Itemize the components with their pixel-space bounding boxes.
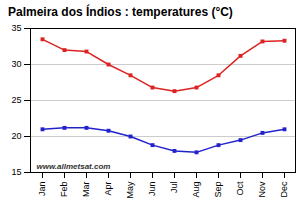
- svg-text:Nov: Nov: [257, 181, 267, 198]
- svg-text:Oct: Oct: [235, 181, 245, 196]
- svg-text:Sep: Sep: [213, 182, 223, 198]
- svg-text:15: 15: [11, 167, 21, 177]
- svg-text:Apr: Apr: [103, 182, 113, 196]
- svg-text:May: May: [125, 181, 135, 199]
- svg-text:Jan: Jan: [37, 182, 47, 197]
- svg-text:25: 25: [11, 95, 21, 105]
- svg-text:35: 35: [11, 23, 21, 33]
- svg-text:Dec: Dec: [279, 181, 289, 198]
- svg-text:Mar: Mar: [81, 181, 91, 197]
- svg-text:Jul: Jul: [169, 182, 179, 194]
- svg-text:30: 30: [11, 59, 21, 69]
- svg-text:Aug: Aug: [191, 182, 201, 198]
- html-text:Palmeira dos Índios : temperat: Palmeira dos Índios : temperatures (°C): [8, 5, 233, 19]
- svg-text:Jun: Jun: [147, 182, 157, 197]
- svg-text:20: 20: [11, 131, 21, 141]
- svg-text:www.allmetsat.com: www.allmetsat.com: [37, 162, 111, 171]
- svg-text:Feb: Feb: [59, 182, 69, 198]
